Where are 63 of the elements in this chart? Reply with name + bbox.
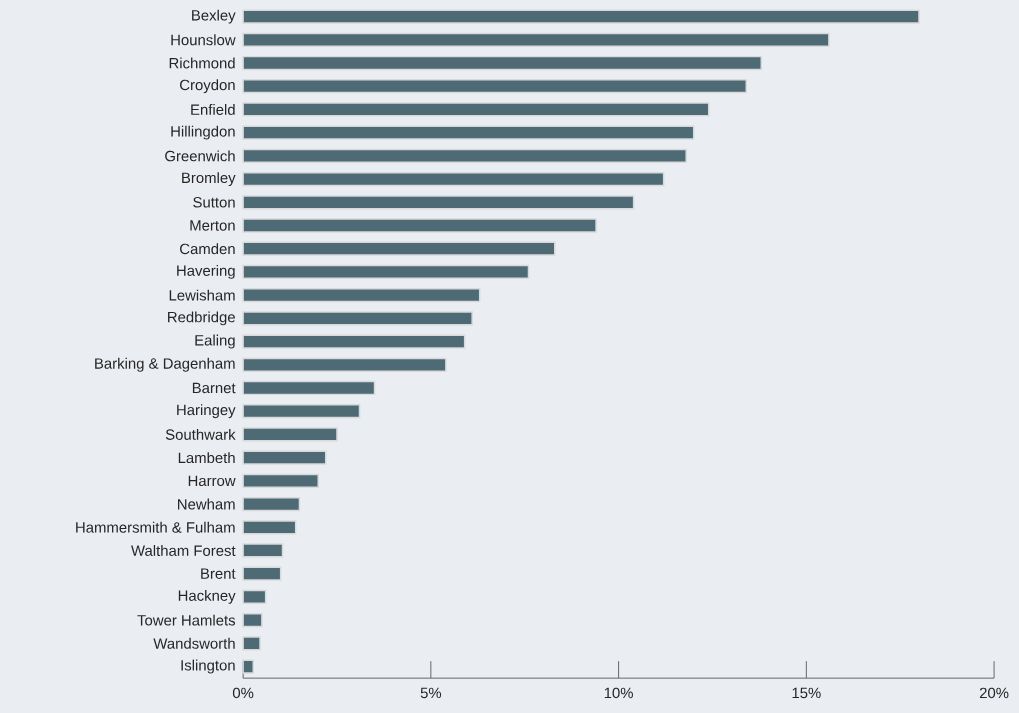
y-tick-label: Wandsworth bbox=[153, 637, 235, 649]
bar bbox=[242, 659, 254, 674]
y-tick-label: Lambeth bbox=[178, 452, 235, 464]
bar bbox=[242, 264, 530, 280]
y-tick-label: Hackney bbox=[178, 589, 236, 604]
y-tick-label: Havering bbox=[177, 264, 235, 279]
bar bbox=[242, 334, 466, 349]
y-tick-label: Brent bbox=[201, 568, 236, 579]
bar bbox=[242, 9, 920, 24]
bar bbox=[242, 32, 830, 47]
bar bbox=[242, 427, 338, 442]
y-tick-label: Ealing bbox=[195, 334, 235, 349]
y-tick-label: Bromley bbox=[182, 172, 236, 186]
bar bbox=[242, 55, 763, 71]
bar bbox=[242, 102, 710, 117]
x-tick-label: 0% bbox=[232, 687, 254, 699]
y-tick-label: Southwark bbox=[165, 428, 236, 440]
x-tick-label: 10% bbox=[604, 687, 633, 699]
x-tick-label: 20% bbox=[979, 687, 1009, 699]
y-tick-label: Enfield bbox=[191, 103, 235, 115]
bar bbox=[242, 380, 376, 396]
bar bbox=[242, 287, 481, 303]
y-tick-label: Camden bbox=[180, 243, 235, 255]
y-tick-label: Redbridge bbox=[168, 311, 235, 326]
bar bbox=[242, 125, 695, 140]
bar bbox=[242, 404, 361, 419]
bar bbox=[242, 79, 748, 94]
bar bbox=[242, 241, 556, 256]
y-tick-label: Hounslow bbox=[171, 34, 236, 46]
y-tick-label: Barking & Dagenham bbox=[95, 357, 235, 372]
x-tick-label: 15% bbox=[792, 687, 821, 699]
y-tick-label: Greenwich bbox=[165, 150, 235, 162]
y-tick-label: Hammersmith & Fulham bbox=[76, 521, 235, 533]
bar bbox=[242, 171, 665, 187]
bar bbox=[242, 357, 447, 372]
y-tick-label: Merton bbox=[190, 220, 235, 231]
bar bbox=[242, 612, 263, 628]
bar bbox=[242, 148, 687, 163]
bar bbox=[242, 589, 267, 605]
bar bbox=[242, 566, 282, 581]
bar bbox=[242, 218, 597, 233]
y-tick-label: Barnet bbox=[192, 382, 236, 394]
bar bbox=[242, 311, 473, 326]
y-tick-label: Richmond bbox=[169, 57, 235, 69]
bar bbox=[242, 543, 284, 558]
bar bbox=[242, 496, 301, 512]
bar bbox=[242, 473, 319, 488]
bar bbox=[242, 195, 635, 210]
y-tick-label: Bexley bbox=[192, 9, 236, 24]
y-tick-label: Sutton bbox=[193, 196, 235, 208]
y-tick-label: Islington bbox=[181, 659, 235, 674]
y-tick-label: Croydon bbox=[180, 79, 235, 94]
y-tick-label: Hillingdon bbox=[171, 125, 235, 140]
x-tick-label: 5% bbox=[420, 687, 442, 699]
y-tick-label: Haringey bbox=[177, 404, 236, 419]
y-tick-label: Lewisham bbox=[169, 289, 235, 301]
bar bbox=[242, 636, 261, 651]
y-tick-label: Tower Hamlets bbox=[137, 614, 236, 626]
bar bbox=[242, 520, 297, 535]
y-tick-label: Newham bbox=[178, 498, 235, 510]
y-tick-label: Harrow bbox=[188, 475, 236, 487]
y-tick-label: Waltham Forest bbox=[131, 544, 236, 556]
bar bbox=[242, 450, 327, 465]
